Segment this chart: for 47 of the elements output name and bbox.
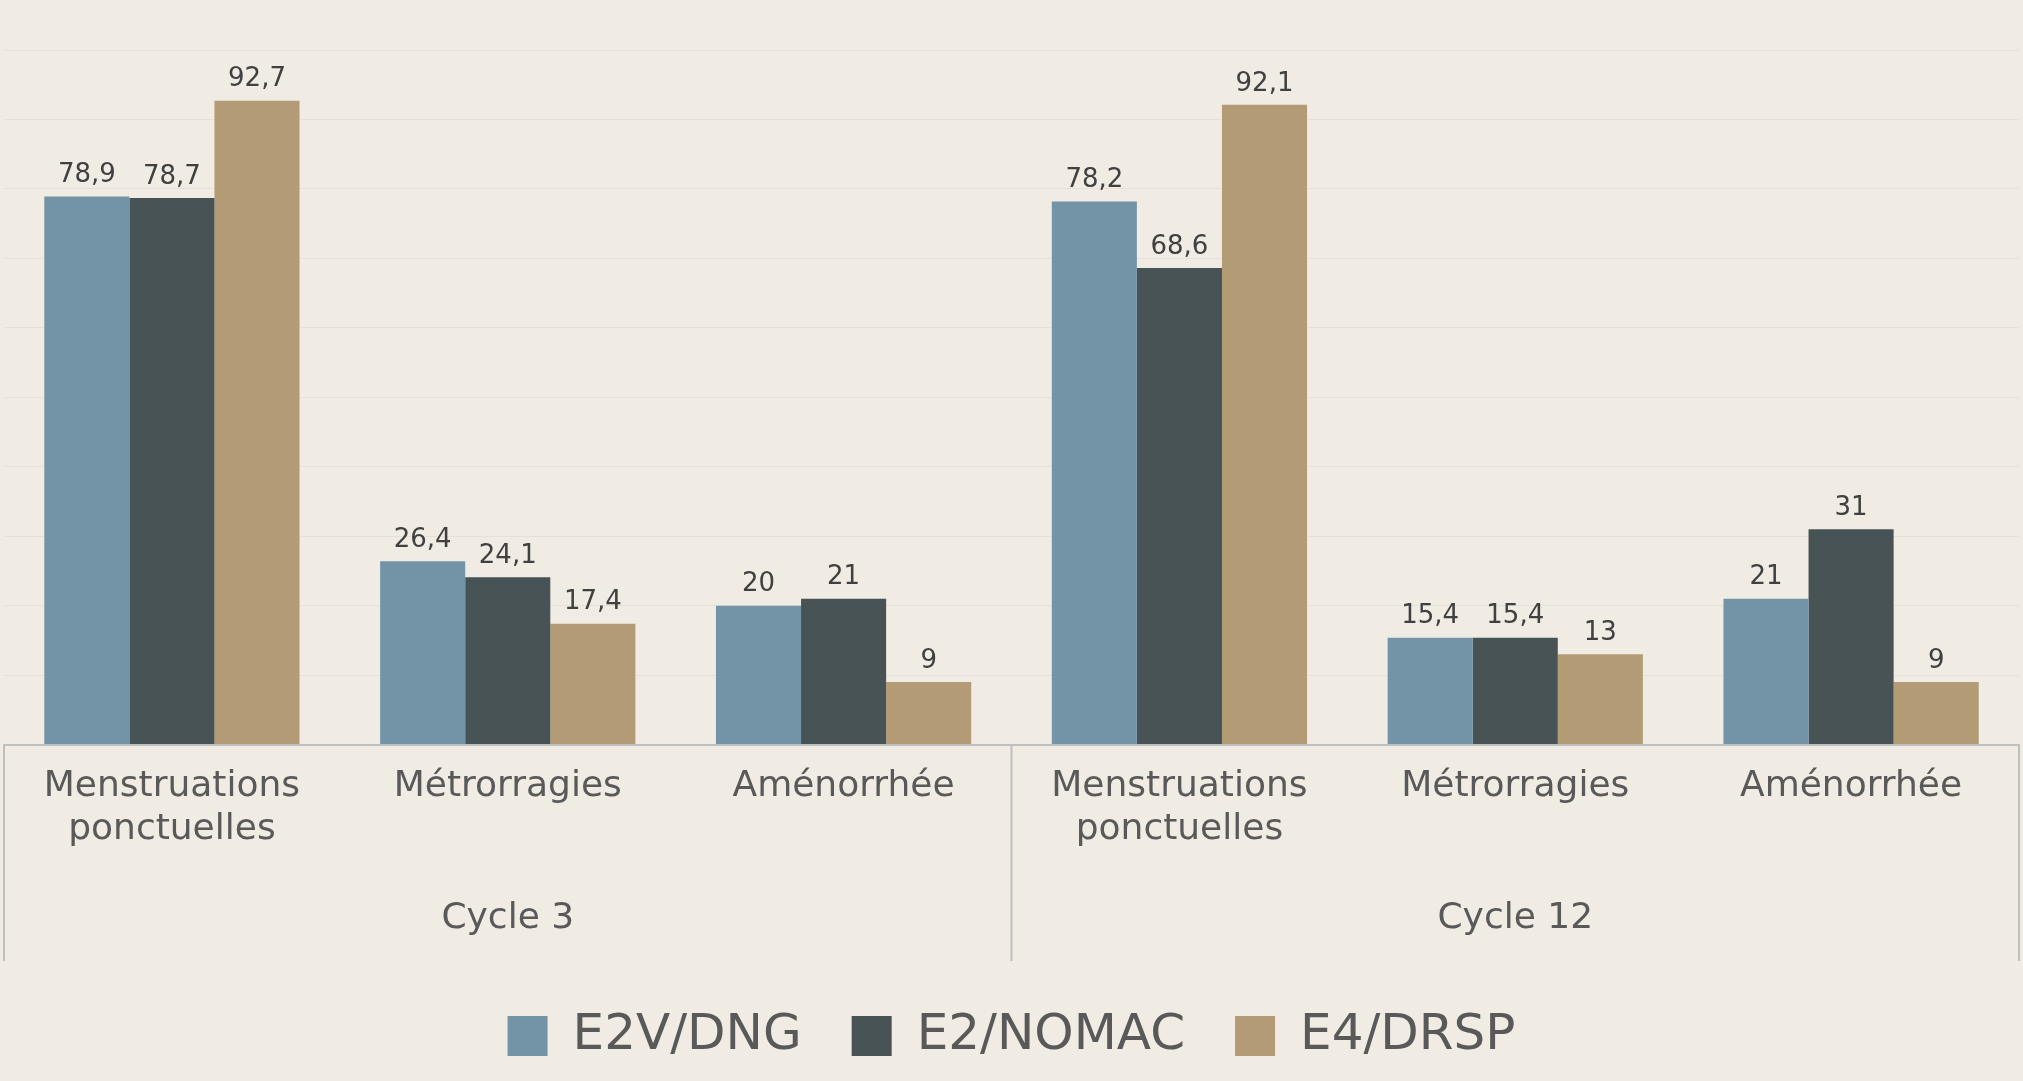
data-label: 17,4 (563, 585, 622, 616)
bar (1893, 682, 1979, 745)
data-label: 21 (827, 560, 861, 591)
data-label: 20 (741, 567, 776, 598)
bar (44, 196, 130, 745)
legend-label: E2/NOMAC (916, 1002, 1186, 1061)
bar (801, 598, 887, 745)
data-label: 13 (1583, 616, 1617, 647)
x-tick-label: Aménorrhée (732, 762, 955, 804)
bar (1051, 201, 1137, 745)
text: Cycle 3 (441, 895, 575, 937)
bar (1136, 268, 1222, 745)
data-label: 24,1 (478, 538, 537, 569)
bar (550, 623, 636, 745)
x-tick-label: Métrorragies (1401, 762, 1630, 804)
data-label: 21 (1749, 560, 1783, 591)
bar (715, 605, 802, 745)
data-label: 78,7 (142, 159, 201, 190)
legend-label: E2V/DNG (572, 1002, 802, 1061)
bar (129, 197, 215, 745)
data-label: 92,7 (228, 62, 286, 93)
bar (1723, 598, 1809, 745)
data-label: 78,9 (57, 158, 116, 189)
data-label: 31 (1834, 491, 1868, 522)
data-label: 78,2 (1065, 163, 1124, 194)
x-tick-label: Menstruations ponctuelles (43, 762, 301, 847)
bar (1221, 104, 1308, 745)
x-tick-label: Menstruations ponctuelles (1051, 762, 1308, 847)
bar (1472, 637, 1558, 745)
data-label: 92,1 (1235, 66, 1294, 97)
x-tick-label: Métrorragies (393, 762, 622, 804)
data-label: 26,4 (393, 522, 452, 553)
bar (380, 561, 466, 745)
data-label: 68,6 (1150, 229, 1209, 260)
legend-label: E4/DRSP (1300, 1002, 1516, 1061)
data-label: 15,4 (1401, 599, 1460, 630)
bar (1387, 637, 1473, 745)
text: Cycle 12 (1437, 895, 1594, 937)
bar (1557, 654, 1643, 745)
x-tick-label: Aménorrhée (1740, 762, 1963, 804)
bar (886, 682, 972, 745)
data-label: 9 (920, 643, 937, 674)
bar (1808, 529, 1894, 745)
data-label: 15,4 (1486, 599, 1545, 630)
data-label: 9 (1927, 643, 1945, 674)
bar (465, 577, 551, 745)
bar (214, 100, 300, 745)
